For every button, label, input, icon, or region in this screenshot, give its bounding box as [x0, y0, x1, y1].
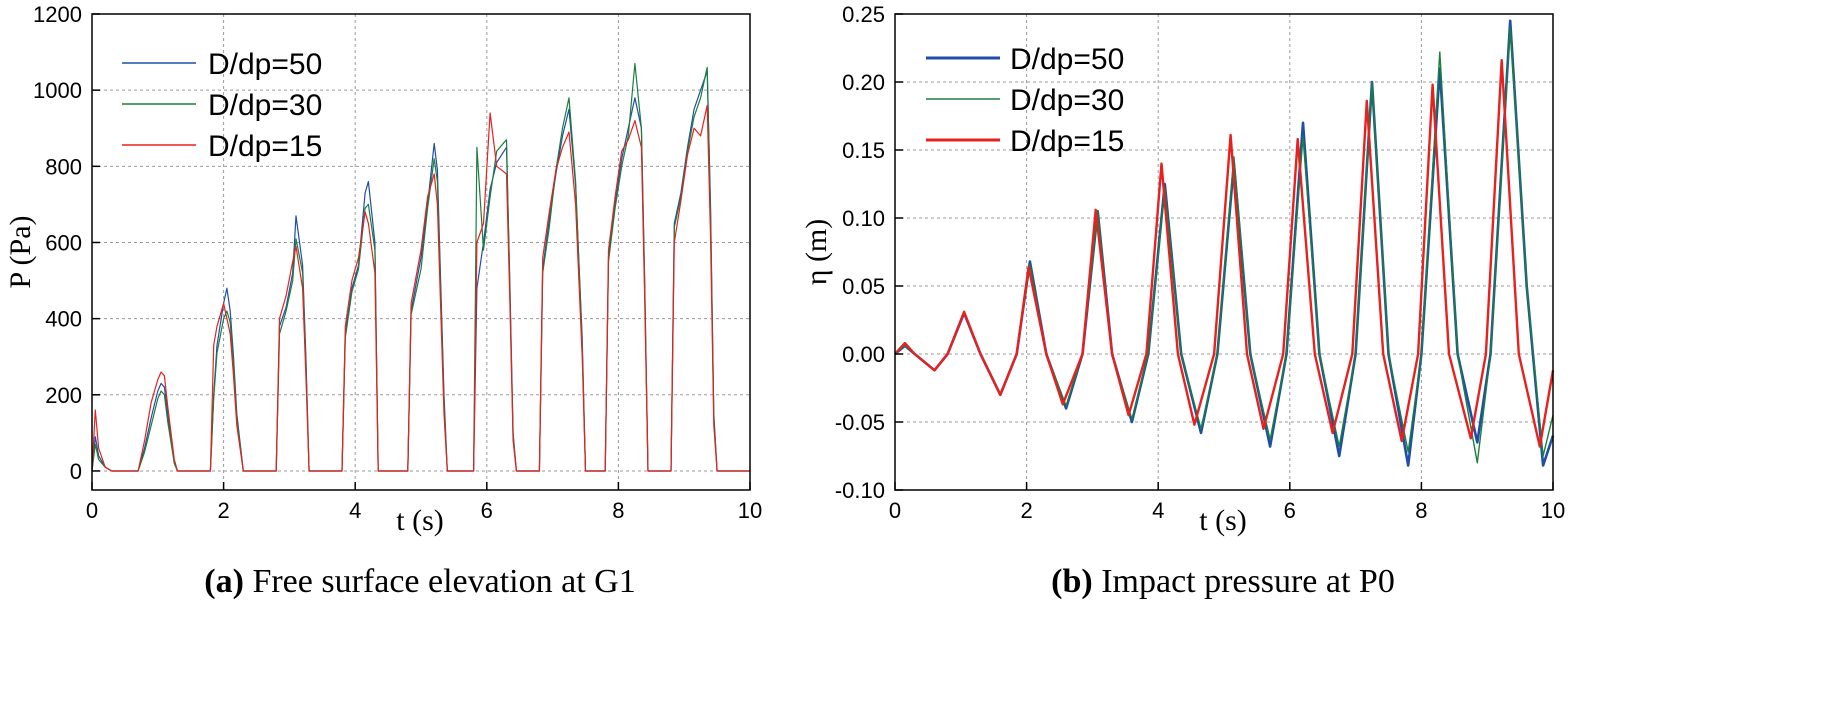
x-tick-label: 8 — [1415, 498, 1427, 523]
y-tick-label: 800 — [45, 154, 82, 179]
chart-panel-a: 0 2 4 6 8 10 0 200 400 600 800 1000 1200 t (s) P (Pa… — [4, 2, 762, 600]
y-axis-title: η (m) — [800, 219, 833, 286]
y-tick-label: 0.05 — [842, 274, 885, 299]
y-tick-label: 0.10 — [842, 206, 885, 231]
x-tick-label: 0 — [889, 498, 901, 523]
x-tick-label: 10 — [1541, 498, 1565, 523]
legend: D/dp=50 D/dp=30 D/dp=15 — [926, 43, 1124, 158]
legend-label-d-dp-30: D/dp=30 — [1010, 84, 1124, 117]
caption-b-label: (b) — [1051, 563, 1093, 600]
x-tick-label: 4 — [1152, 498, 1164, 523]
series-line-d-dp-50 — [894, 19, 1555, 467]
chart-panel-b: 0 2 4 6 8 10 -0.10 -0.05 0.00 0.05 0.10 0.15 0.20 0.2… — [800, 2, 1565, 600]
series-line-d-dp-30 — [894, 26, 1554, 464]
caption-b-text: Impact pressure at P0 — [1093, 563, 1395, 600]
legend-label-d-dp-15: D/dp=15 — [208, 130, 322, 163]
x-tick-label: 6 — [1284, 498, 1296, 523]
y-tick-label: 0.25 — [842, 2, 885, 27]
legend-label-d-dp-15: D/dp=15 — [1010, 125, 1124, 158]
legend-label-d-dp-50: D/dp=50 — [208, 48, 322, 81]
legend-label-d-dp-50: D/dp=50 — [1010, 43, 1124, 76]
y-tick-label: -0.10 — [835, 478, 885, 503]
x-tick-label: 6 — [481, 498, 493, 523]
y-tick-label: -0.05 — [835, 410, 885, 435]
caption-b: (b) Impact pressure at P0 — [1051, 563, 1395, 600]
x-axis-title: t (s) — [396, 504, 444, 537]
caption-a: (a) Free surface elevation at G1 — [204, 563, 635, 600]
x-axis-title: t (s) — [1199, 504, 1247, 537]
x-tick-label: 10 — [738, 498, 762, 523]
y-tick-label: 0.20 — [842, 70, 885, 95]
plot-frame — [91, 13, 751, 491]
x-tick-label: 4 — [349, 498, 361, 523]
x-tick-label: 0 — [86, 498, 98, 523]
series-line-d-dp-15 — [894, 59, 1555, 448]
legend: D/dp=50 D/dp=30 D/dp=15 — [122, 48, 322, 163]
x-tick-label: 8 — [612, 498, 624, 523]
y-tick-label: 1000 — [33, 78, 82, 103]
y-tick-label: 1200 — [33, 2, 82, 27]
y-tick-label: 0.15 — [842, 138, 885, 163]
series-line-d-dp-30 — [91, 62, 750, 472]
legend-label-d-dp-30: D/dp=30 — [208, 89, 322, 122]
y-tick-label: 200 — [45, 383, 82, 408]
series-line-d-dp-15 — [91, 104, 750, 472]
caption-a-text: Free surface elevation at G1 — [244, 563, 636, 600]
y-tick-label: 600 — [45, 230, 82, 255]
y-axis-title: P (Pa) — [4, 215, 37, 288]
x-tick-label: 2 — [1020, 498, 1032, 523]
x-tick-label: 2 — [217, 498, 229, 523]
plot-frame — [894, 13, 1554, 491]
y-tick-label: 0.00 — [842, 342, 885, 367]
caption-a-label: (a) — [204, 563, 244, 600]
y-tick-label: 0 — [70, 459, 82, 484]
y-tick-label: 400 — [45, 307, 82, 332]
